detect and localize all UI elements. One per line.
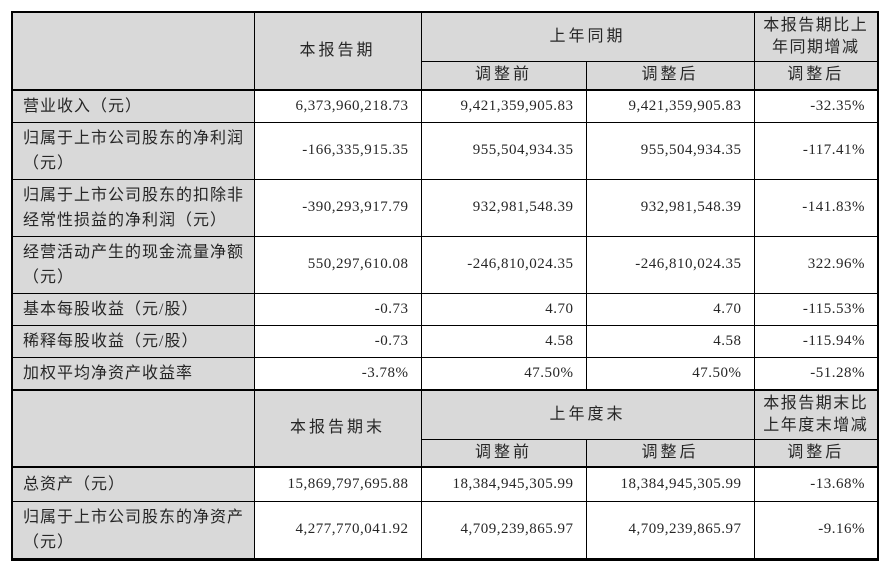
section2-header-prior-year-end-group: 上年度末 bbox=[420, 388, 755, 440]
table-row-operating-cash-flow: 经营活动产生的现金流量净额（元） 550,297,610.08 -246,810… bbox=[11, 235, 879, 294]
table-row-diluted-eps: 稀释每股收益（元/股） -0.73 4.58 4.58 -115.94% bbox=[11, 324, 879, 358]
value-prior-before: 4.70 bbox=[420, 292, 587, 326]
section2-header-current-period-end: 本报告期末 bbox=[253, 388, 422, 468]
value-prior-before: 9,421,359,905.83 bbox=[420, 88, 587, 123]
section1-subheader-row: 调整前 调整后 调整后 bbox=[12, 61, 879, 90]
value-change: -13.68% bbox=[753, 466, 879, 502]
section1-header-prior-period-group: 上年同期 bbox=[420, 11, 755, 62]
value-prior-after: 9,421,359,905.83 bbox=[585, 88, 755, 123]
row-label: 稀释每股收益（元/股） bbox=[11, 324, 255, 358]
financial-summary-table: 本报告期 上年同期 本报告期比上年同期增减 调整前 调整后 调整后 营业收入（元… bbox=[11, 11, 880, 561]
row-label: 归属于上市公司股东的净资产（元） bbox=[11, 500, 255, 561]
value-change: -9.16% bbox=[753, 500, 879, 561]
value-prior-after: 955,504,934.35 bbox=[585, 121, 755, 180]
section1-subheader-adjust-before: 调整前 bbox=[420, 61, 587, 90]
value-prior-after: 18,384,945,305.99 bbox=[585, 466, 755, 502]
value-prior-after: 4,709,239,865.97 bbox=[585, 500, 755, 561]
value-change: -115.94% bbox=[753, 324, 879, 358]
table-row-revenue: 营业收入（元） 6,373,960,218.73 9,421,359,905.8… bbox=[11, 88, 879, 123]
section2-subheader-change-adjust-after: 调整后 bbox=[753, 438, 879, 468]
value-current: -0.73 bbox=[253, 292, 422, 326]
table-row-basic-eps: 基本每股收益（元/股） -0.73 4.70 4.70 -115.53% bbox=[11, 292, 879, 326]
value-change: -51.28% bbox=[753, 356, 879, 390]
row-label: 总资产（元） bbox=[11, 466, 255, 502]
value-current: -390,293,917.79 bbox=[253, 178, 422, 237]
table-row-total-assets: 总资产（元） 15,869,797,695.88 18,384,945,305.… bbox=[11, 466, 879, 502]
section1-corner-cell bbox=[11, 11, 255, 90]
row-label: 加权平均净资产收益率 bbox=[11, 356, 255, 390]
value-prior-after: 4.70 bbox=[585, 292, 755, 326]
value-prior-before: 932,981,548.39 bbox=[420, 178, 587, 237]
value-prior-before: 47.50% bbox=[420, 356, 587, 390]
section2-subheader-adjust-after: 调整后 bbox=[585, 438, 755, 468]
table-row-net-profit-excl-nonrecurring: 归属于上市公司股东的扣除非经常性损益的净利润（元） -390,293,917.7… bbox=[11, 178, 879, 237]
section1-header-row: 本报告期 上年同期 本报告期比上年同期增减 bbox=[11, 11, 879, 90]
value-current: 4,277,770,041.92 bbox=[253, 500, 422, 561]
row-label: 营业收入（元） bbox=[11, 88, 255, 123]
value-current: -3.78% bbox=[253, 356, 422, 390]
row-label: 归属于上市公司股东的扣除非经常性损益的净利润（元） bbox=[11, 178, 255, 237]
section2-header-row: 本报告期末 上年度末 本报告期末比上年度末增减 bbox=[11, 388, 879, 468]
value-prior-after: 4.58 bbox=[585, 324, 755, 358]
value-change: -117.41% bbox=[753, 121, 879, 180]
section1-subheader-adjust-after: 调整后 bbox=[585, 61, 755, 90]
value-prior-after: 932,981,548.39 bbox=[585, 178, 755, 237]
value-current: 6,373,960,218.73 bbox=[253, 88, 422, 123]
value-prior-after: -246,810,024.35 bbox=[585, 235, 755, 294]
value-prior-before: 18,384,945,305.99 bbox=[420, 466, 587, 502]
table-row-net-assets: 归属于上市公司股东的净资产（元） 4,277,770,041.92 4,709,… bbox=[11, 500, 879, 561]
row-label: 经营活动产生的现金流量净额（元） bbox=[11, 235, 255, 294]
value-prior-before: -246,810,024.35 bbox=[420, 235, 587, 294]
section1-header-change-group: 本报告期比上年同期增减 bbox=[753, 11, 879, 62]
value-current: 15,869,797,695.88 bbox=[253, 466, 422, 502]
value-prior-before: 955,504,934.35 bbox=[420, 121, 587, 180]
table-row-net-profit: 归属于上市公司股东的净利润（元） -166,335,915.35 955,504… bbox=[11, 121, 879, 180]
value-prior-before: 4.58 bbox=[420, 324, 587, 358]
section1-subheader-change-adjust-after: 调整后 bbox=[753, 61, 879, 90]
section2-corner-cell bbox=[11, 388, 255, 468]
value-prior-before: 4,709,239,865.97 bbox=[420, 500, 587, 561]
row-label: 基本每股收益（元/股） bbox=[11, 292, 255, 326]
section1-header-current-period: 本报告期 bbox=[253, 11, 422, 90]
value-change: 322.96% bbox=[753, 235, 879, 294]
value-change: -115.53% bbox=[753, 292, 879, 326]
section2-header-change-group: 本报告期末比上年度末增减 bbox=[753, 388, 879, 440]
section2-subheader-adjust-before: 调整前 bbox=[420, 438, 587, 468]
value-prior-after: 47.50% bbox=[585, 356, 755, 390]
value-current: -0.73 bbox=[253, 324, 422, 358]
value-current: 550,297,610.08 bbox=[253, 235, 422, 294]
section2-subheader-row: 调整前 调整后 调整后 bbox=[12, 438, 879, 468]
value-change: -141.83% bbox=[753, 178, 879, 237]
table-row-weighted-avg-roe: 加权平均净资产收益率 -3.78% 47.50% 47.50% -51.28% bbox=[11, 356, 879, 390]
row-label: 归属于上市公司股东的净利润（元） bbox=[11, 121, 255, 180]
value-change: -32.35% bbox=[753, 88, 879, 123]
value-current: -166,335,915.35 bbox=[253, 121, 422, 180]
